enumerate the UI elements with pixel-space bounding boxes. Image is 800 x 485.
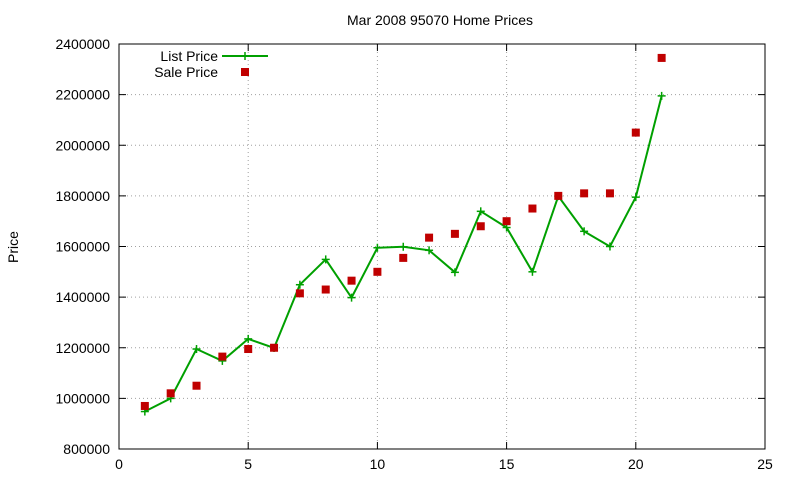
series [140,53,666,416]
legend-label: Sale Price [154,64,218,80]
x-tick-label: 0 [115,456,123,472]
x-tick-label: 25 [757,456,773,472]
y-tick-label: 1800000 [55,188,110,204]
data-point [192,381,201,390]
data-point [657,91,666,100]
legend-label: List Price [160,48,218,64]
data-point [244,334,253,343]
data-point [295,280,304,289]
y-tick-label: 2000000 [55,137,110,153]
data-point [502,217,511,226]
y-tick-label: 1600000 [55,239,110,255]
data-point [192,345,201,354]
data-point [295,289,304,298]
data-point [321,255,330,264]
y-tick-label: 2400000 [55,36,110,52]
data-point [554,191,563,200]
chart-title: Mar 2008 95070 Home Prices [347,12,533,28]
data-point [450,229,459,238]
y-tick-label: 1000000 [55,390,110,406]
data-point [373,243,382,252]
data-point [399,242,408,251]
x-tick-label: 5 [244,456,252,472]
x-tick-label: 10 [370,456,386,472]
data-point [425,233,434,242]
series-1 [140,53,666,410]
x-tick-label: 15 [499,456,515,472]
data-point [605,242,614,251]
data-point [580,189,589,198]
data-point [528,267,537,276]
data-point [399,253,408,262]
ticks: 0 5 10 15 20 25 800000 1000000 1200000 1400000 160… [55,36,773,472]
data-point [631,193,640,202]
y-tick-label: 800000 [63,441,110,457]
data-point [476,207,485,216]
data-point [528,204,537,213]
data-point [450,268,459,277]
legend-marker [241,68,249,76]
data-point [347,293,356,302]
data-point [373,267,382,276]
data-point [244,345,253,354]
data-point [657,53,666,62]
data-point [425,246,434,255]
data-point [218,352,227,361]
series-0 [140,91,666,416]
data-point [321,285,330,294]
data-point [347,276,356,285]
data-point [631,128,640,137]
y-tick-label: 1200000 [55,340,110,356]
data-point [140,401,149,410]
legend-marker [241,52,249,60]
data-point [270,343,279,352]
data-point [580,227,589,236]
data-point [166,389,175,398]
y-axis-label: Price [5,231,21,263]
y-tick-label: 1400000 [55,289,110,305]
grid [119,44,765,449]
y-tick-label: 2200000 [55,87,110,103]
data-point [476,222,485,231]
x-tick-label: 20 [628,456,644,472]
data-point [605,189,614,198]
